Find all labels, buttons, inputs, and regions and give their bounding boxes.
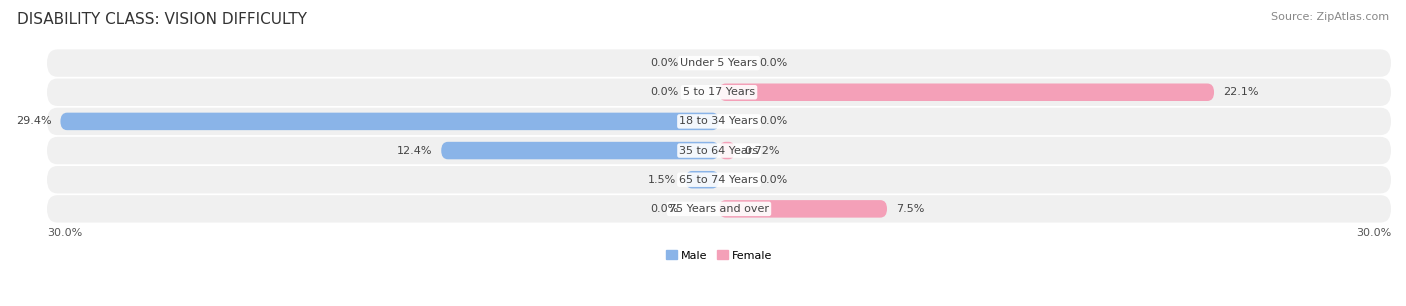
FancyBboxPatch shape [441,142,718,159]
Text: 0.0%: 0.0% [759,175,787,185]
Text: 30.0%: 30.0% [46,228,82,238]
Text: 65 to 74 Years: 65 to 74 Years [679,175,759,185]
Text: 0.0%: 0.0% [759,58,787,68]
FancyBboxPatch shape [60,113,718,130]
Text: 0.0%: 0.0% [759,116,787,126]
Text: Under 5 Years: Under 5 Years [681,58,758,68]
FancyBboxPatch shape [46,166,1391,193]
Text: 0.0%: 0.0% [651,204,679,214]
Text: DISABILITY CLASS: VISION DIFFICULTY: DISABILITY CLASS: VISION DIFFICULTY [17,12,307,27]
Legend: Male, Female: Male, Female [665,250,772,261]
FancyBboxPatch shape [718,84,1213,101]
FancyBboxPatch shape [46,108,1391,135]
FancyBboxPatch shape [46,195,1391,222]
Text: 7.5%: 7.5% [896,204,924,214]
Text: 0.72%: 0.72% [744,146,779,155]
Text: 75 Years and over: 75 Years and over [669,204,769,214]
FancyBboxPatch shape [46,49,1391,77]
FancyBboxPatch shape [718,142,735,159]
FancyBboxPatch shape [685,171,718,188]
Text: 18 to 34 Years: 18 to 34 Years [679,116,759,126]
Text: 30.0%: 30.0% [1355,228,1391,238]
FancyBboxPatch shape [46,137,1391,164]
Text: 22.1%: 22.1% [1223,87,1258,97]
Text: 29.4%: 29.4% [15,116,52,126]
Text: 1.5%: 1.5% [648,175,676,185]
FancyBboxPatch shape [46,79,1391,106]
Text: 0.0%: 0.0% [651,87,679,97]
FancyBboxPatch shape [718,200,887,218]
Text: 12.4%: 12.4% [396,146,432,155]
Text: 0.0%: 0.0% [651,58,679,68]
Text: Source: ZipAtlas.com: Source: ZipAtlas.com [1271,12,1389,22]
Text: 5 to 17 Years: 5 to 17 Years [683,87,755,97]
Text: 35 to 64 Years: 35 to 64 Years [679,146,759,155]
